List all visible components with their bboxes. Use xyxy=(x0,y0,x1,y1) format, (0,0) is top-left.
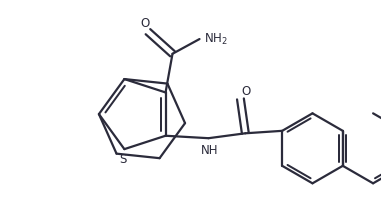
Text: O: O xyxy=(242,85,251,98)
Text: O: O xyxy=(141,18,150,30)
Text: S: S xyxy=(120,153,127,166)
Text: NH$_2$: NH$_2$ xyxy=(204,31,228,47)
Text: NH: NH xyxy=(201,144,219,157)
